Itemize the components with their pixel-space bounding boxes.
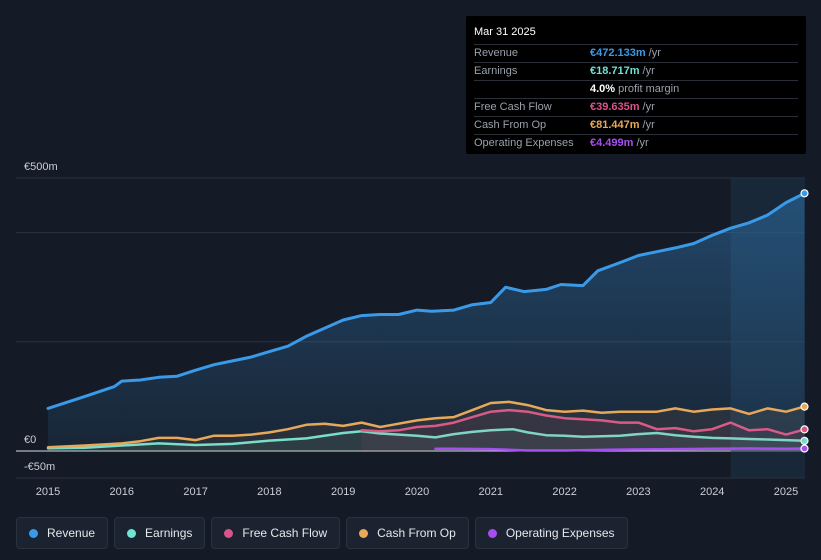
free-cash-flow-area — [361, 410, 805, 451]
free-cash-flow-endpoint — [800, 425, 809, 434]
legend-label: Cash From Op — [377, 526, 456, 540]
series-layer — [46, 189, 809, 453]
legend-label: Revenue — [47, 526, 96, 540]
legend-item-operating-expenses[interactable]: Operating Expenses — [474, 517, 628, 549]
free-cash-flow-line — [360, 408, 806, 436]
tooltip-row-free-cash-flow: Free Cash Flow €39.635m /yr — [474, 99, 798, 117]
tooltip-label — [474, 81, 590, 98]
earnings-line — [46, 427, 806, 450]
free-cash-flow-dot-icon — [224, 528, 234, 538]
tooltip-value: €18.717m — [590, 65, 640, 77]
revenue-dot-icon — [29, 528, 38, 538]
x-tick-label: 2017 — [183, 486, 207, 498]
tooltip-row-operating-expenses: Operating Expenses €4.499m /yr — [474, 135, 798, 152]
revenue-line — [46, 191, 806, 410]
tooltip-value: €81.447m — [590, 119, 640, 131]
x-tick-label: 2018 — [257, 486, 281, 498]
x-tick-label: 2015 — [36, 486, 60, 498]
tooltip-label: Operating Expenses — [474, 137, 574, 149]
x-tick-label: 2024 — [700, 486, 724, 498]
tooltip-unit: /yr — [642, 65, 655, 77]
tooltip-unit: /yr — [642, 119, 655, 131]
tooltip-label: Earnings — [474, 65, 518, 77]
tooltip-row-cash-from-op: Cash From Op €81.447m /yr — [474, 117, 798, 135]
tooltip-unit: profit margin — [618, 83, 680, 95]
tooltip-row-revenue: Revenue €472.133m /yr — [474, 45, 798, 63]
cash-from-op-endpoint — [800, 402, 809, 411]
x-tick-label: 2021 — [479, 486, 503, 498]
legend-label: Operating Expenses — [505, 526, 615, 540]
tooltip-label: Cash From Op — [474, 119, 547, 131]
legend-item-cash-from-op[interactable]: Cash From Op — [346, 517, 469, 549]
tooltip-value: €472.133m — [590, 47, 646, 59]
tooltip-date: Mar 31 2025 — [474, 24, 798, 45]
cash-from-op-dot-icon — [359, 528, 369, 538]
x-tick-label: 2023 — [626, 486, 650, 498]
earnings-dot-icon — [127, 528, 137, 538]
tooltip-value: 4.0% — [590, 83, 616, 95]
legend-item-free-cash-flow[interactable]: Free Cash Flow — [211, 517, 341, 549]
y-label-top: €500m — [24, 161, 58, 173]
tooltip-unit: /yr — [642, 101, 655, 113]
tooltip-row-profit-margin: 4.0% profit margin — [474, 81, 798, 99]
legend-item-earnings[interactable]: Earnings — [114, 517, 206, 549]
cash-from-op-area — [48, 401, 805, 451]
cash-from-op-line — [46, 400, 806, 449]
tooltip-unit: /yr — [636, 137, 649, 149]
legend-item-revenue[interactable]: Revenue — [16, 517, 109, 549]
y-label-bottom: -€50m — [24, 461, 55, 473]
x-tick-label: 2020 — [405, 486, 429, 498]
operating-expenses-line — [434, 447, 806, 452]
x-tick-label: 2016 — [110, 486, 134, 498]
tooltip: Mar 31 2025 Revenue €472.133m /yr Earnin… — [466, 16, 806, 154]
earnings-area — [48, 429, 805, 451]
x-tick-label: 2025 — [774, 486, 798, 498]
operating-expenses-dot-icon — [487, 528, 497, 538]
tooltip-value: €39.635m — [590, 101, 640, 113]
legend-label: Earnings — [145, 526, 193, 540]
x-tick-label: 2019 — [331, 486, 355, 498]
revenue-endpoint — [800, 189, 809, 198]
x-axis: 2015 2016 2017 2018 2019 2020 2021 2022 2023 2024… — [36, 486, 798, 498]
legend-label: Free Cash Flow — [242, 526, 328, 540]
tooltip-label: Revenue — [474, 47, 519, 59]
legend: Revenue Earnings Free Cash Flow Cash Fro… — [16, 517, 628, 549]
revenue-area — [48, 193, 805, 452]
operating-expenses-endpoint — [800, 444, 809, 453]
tooltip-row-earnings: Earnings €18.717m /yr — [474, 63, 798, 81]
tooltip-label: Free Cash Flow — [474, 101, 552, 113]
y-label-zero: €0 — [24, 434, 36, 446]
x-tick-label: 2022 — [552, 486, 576, 498]
earnings-endpoint — [800, 436, 809, 445]
tooltip-unit: /yr — [648, 47, 661, 59]
tooltip-value: €4.499m — [590, 137, 634, 149]
